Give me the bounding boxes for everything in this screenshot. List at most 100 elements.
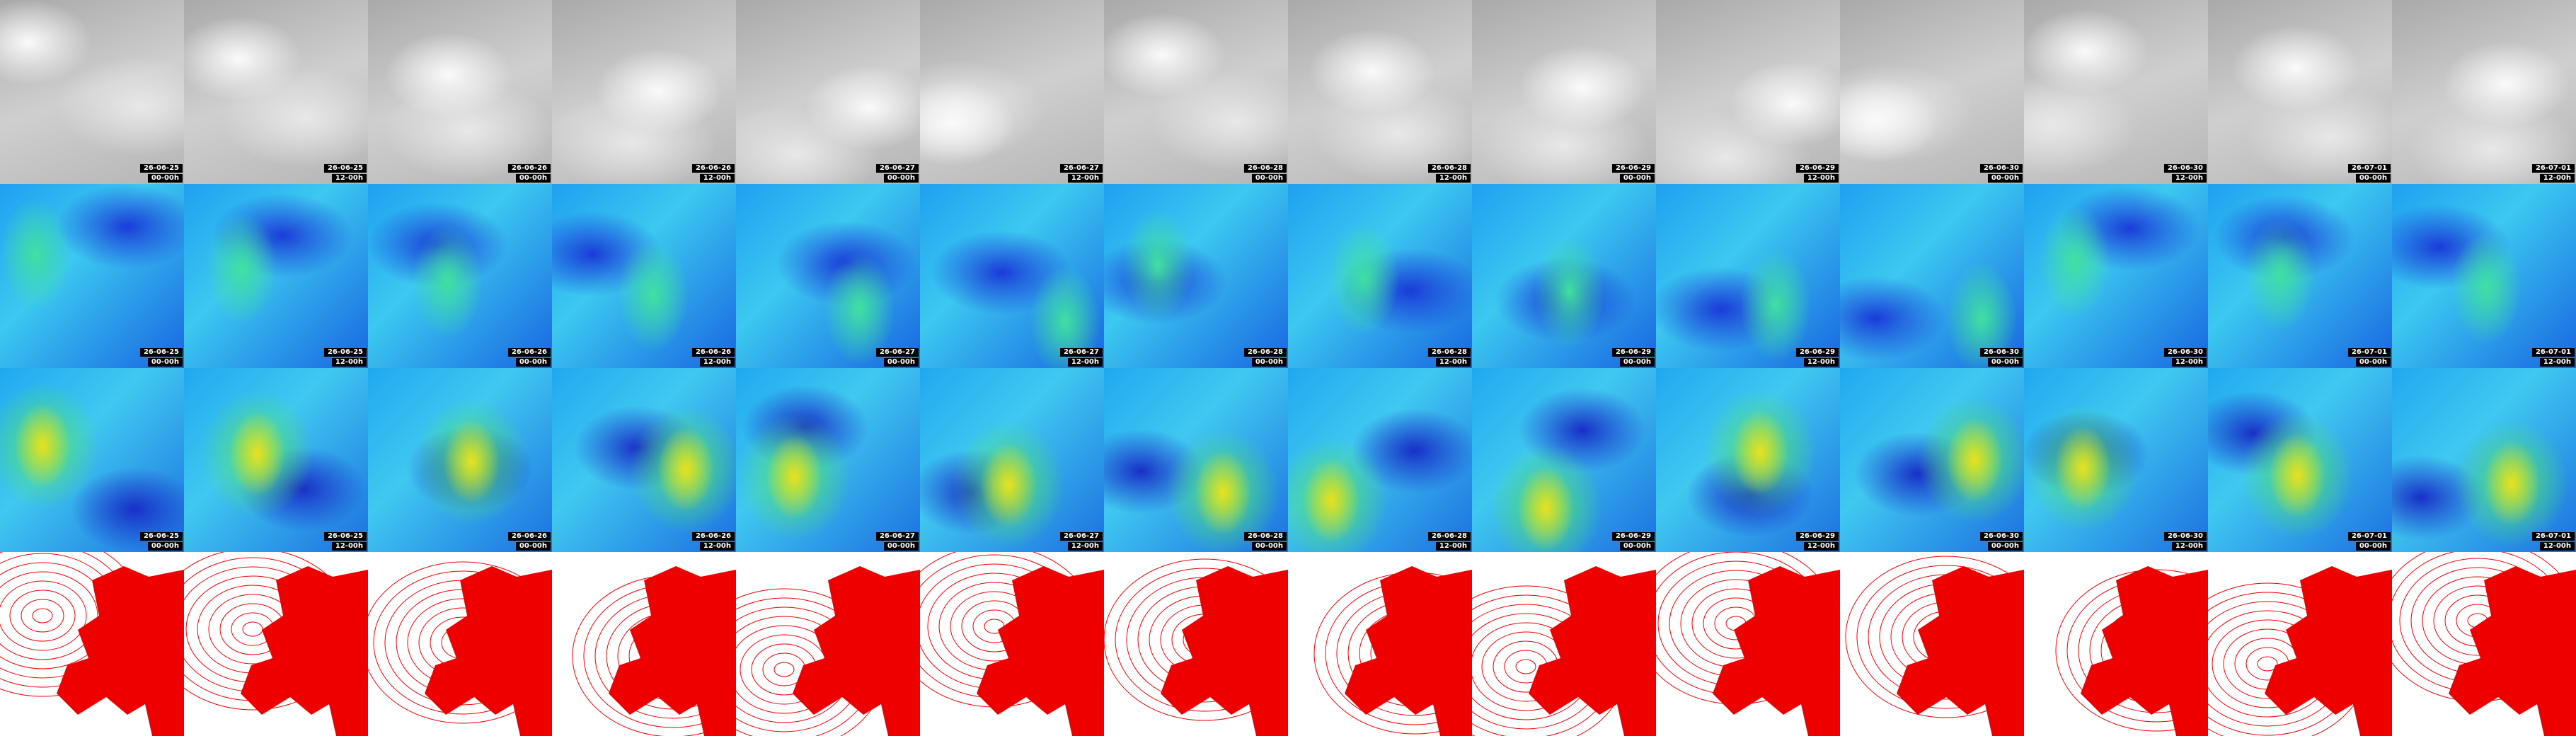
time-label: 00-00h [2355, 358, 2391, 367]
date-label: 26-06-29 [1611, 348, 1655, 357]
date-label: 26-06-26 [691, 164, 735, 173]
isobar-map [1845, 556, 2024, 736]
forecast-map: 26-06-30 12-00h [2024, 368, 2208, 552]
date-label: 26-06-30 [1979, 164, 2023, 173]
date-label: 26-06-28 [1243, 164, 1287, 173]
time-label: 00-00h [1619, 542, 1655, 551]
date-label: 26-06-26 [691, 348, 735, 357]
date-label: 26-06-26 [507, 532, 551, 541]
forecast-map: 26-06-28 00-00h [1104, 368, 1288, 552]
forecast-map [736, 552, 920, 736]
time-label: 00-00h [2355, 542, 2391, 551]
date-label: 26-06-26 [691, 532, 735, 541]
forecast-map: 26-06-27 00-00h [736, 368, 920, 552]
date-label: 26-06-25 [323, 532, 367, 541]
forecast-map: 26-06-28 12-00h [1288, 0, 1472, 184]
forecast-map: 26-06-27 12-00h [920, 368, 1104, 552]
forecast-map: 26-06-26 12-00h [552, 368, 736, 552]
date-label: 26-06-28 [1427, 532, 1471, 541]
time-label: 00-00h [1619, 174, 1655, 183]
date-label: 26-07-01 [2347, 164, 2391, 173]
time-label: 12-00h [2171, 542, 2207, 551]
date-label: 26-06-28 [1427, 164, 1471, 173]
forecast-map: 26-06-26 00-00h [368, 368, 552, 552]
isobar-map [1472, 566, 1656, 736]
date-label: 26-07-01 [2347, 348, 2391, 357]
time-label: 00-00h [147, 358, 183, 367]
isobar-map [1656, 552, 1840, 736]
forecast-map: 26-06-29 12-00h [1656, 184, 1840, 368]
forecast-map: 26-06-25 12-00h [184, 0, 368, 184]
time-label: 00-00h [1987, 358, 2023, 367]
date-label: 26-06-27 [875, 532, 919, 541]
time-label: 12-00h [1435, 174, 1471, 183]
time-label: 12-00h [2171, 358, 2207, 367]
forecast-map: 26-06-27 12-00h [920, 0, 1104, 184]
time-label: 12-00h [1803, 174, 1839, 183]
date-label: 26-06-27 [1059, 164, 1103, 173]
time-label: 12-00h [699, 542, 735, 551]
time-label: 12-00h [2539, 358, 2575, 367]
date-label: 26-06-27 [1059, 532, 1103, 541]
time-label: 00-00h [147, 542, 183, 551]
time-label: 12-00h [699, 174, 735, 183]
date-label: 26-06-25 [139, 348, 183, 357]
date-label: 26-06-27 [875, 164, 919, 173]
forecast-map: 26-06-28 00-00h [1104, 184, 1288, 368]
date-label: 26-06-27 [875, 348, 919, 357]
forecast-map: 26-06-30 00-00h [1840, 184, 2024, 368]
forecast-map: 26-06-30 00-00h [1840, 0, 2024, 184]
forecast-map: 26-06-26 00-00h [368, 0, 552, 184]
time-label: 12-00h [1067, 174, 1103, 183]
date-label: 26-06-25 [323, 164, 367, 173]
time-label: 00-00h [883, 174, 919, 183]
forecast-map [0, 552, 184, 736]
forecast-map: 26-06-29 12-00h [1656, 368, 1840, 552]
time-label: 00-00h [2355, 174, 2391, 183]
date-label: 26-06-28 [1427, 348, 1471, 357]
date-label: 26-06-29 [1795, 348, 1839, 357]
forecast-map: 26-06-28 12-00h [1288, 184, 1472, 368]
forecast-map [1840, 552, 2024, 736]
forecast-map: 26-06-25 00-00h [0, 368, 184, 552]
date-label: 26-06-26 [507, 164, 551, 173]
forecast-map: 26-07-01 00-00h [2208, 368, 2392, 552]
isobar-map [736, 566, 920, 736]
date-label: 26-06-27 [1059, 348, 1103, 357]
date-label: 26-06-29 [1611, 164, 1655, 173]
time-label: 00-00h [147, 174, 183, 183]
forecast-map: 26-06-29 00-00h [1472, 368, 1656, 552]
isobar-map [572, 566, 736, 736]
forecast-map [1656, 552, 1840, 736]
date-label: 26-07-01 [2531, 164, 2575, 173]
isobar-map [920, 552, 1104, 736]
forecast-map: 26-06-26 12-00h [552, 0, 736, 184]
forecast-map: 26-06-25 00-00h [0, 184, 184, 368]
forecast-map: 26-06-27 12-00h [920, 184, 1104, 368]
time-label: 12-00h [2539, 174, 2575, 183]
forecast-map [368, 552, 552, 736]
date-label: 26-06-30 [1979, 348, 2023, 357]
time-label: 12-00h [331, 358, 367, 367]
forecast-map: 26-06-30 00-00h [1840, 368, 2024, 552]
forecast-map: 26-07-01 12-00h [2392, 368, 2576, 552]
isobar-map [368, 561, 552, 736]
time-label: 00-00h [1251, 174, 1287, 183]
time-label: 00-00h [1251, 542, 1287, 551]
isobar-map [2055, 566, 2208, 736]
forecast-map [1288, 552, 1472, 736]
forecast-map: 26-06-27 00-00h [736, 184, 920, 368]
time-label: 00-00h [1251, 358, 1287, 367]
time-label: 12-00h [1803, 542, 1839, 551]
time-label: 12-00h [1803, 358, 1839, 367]
forecast-map: 26-06-25 12-00h [184, 368, 368, 552]
date-label: 26-06-25 [139, 532, 183, 541]
time-label: 12-00h [1067, 542, 1103, 551]
forecast-map: 26-07-01 00-00h [2208, 184, 2392, 368]
forecast-map [2208, 552, 2392, 736]
forecast-map: 26-06-29 00-00h [1472, 184, 1656, 368]
date-label: 26-06-29 [1795, 164, 1839, 173]
date-label: 26-07-01 [2347, 532, 2391, 541]
time-label: 00-00h [883, 358, 919, 367]
